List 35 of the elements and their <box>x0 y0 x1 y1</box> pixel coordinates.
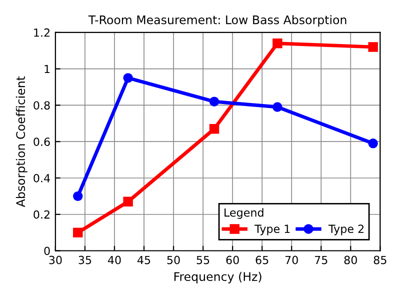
y-axis-title: Absorption Coefficient <box>16 76 28 208</box>
point <box>73 191 83 202</box>
x-tick-label: 30 <box>49 256 62 264</box>
legend-label: Type 2 <box>328 224 364 236</box>
y-tick-label: 0.8 <box>34 101 50 110</box>
x-tick-label: 45 <box>137 256 150 264</box>
point <box>73 228 83 238</box>
point <box>209 96 220 106</box>
point <box>368 42 378 52</box>
y-tick-label: 0.4 <box>34 174 50 182</box>
point <box>123 73 133 83</box>
chart-title: T-Room Measurement: Low Bass Absorption <box>88 15 346 27</box>
x-tick-label: 65 <box>256 256 268 264</box>
legend-title: Legend <box>224 208 264 219</box>
y-tick-label: 1 <box>44 64 50 74</box>
x-tick-label: 35 <box>78 256 92 264</box>
y-tick-label: 1.2 <box>34 28 50 37</box>
x-tick-label: 85 <box>374 256 386 264</box>
point <box>368 138 378 148</box>
y-tick-label: 0.6 <box>34 138 50 146</box>
x-tick-label: 80 <box>344 256 357 264</box>
x-tick-label: 75 <box>314 256 328 264</box>
point <box>272 102 282 112</box>
y-tick-label: 0.2 <box>34 210 50 219</box>
x-axis-title: Frequency (Hz) <box>174 272 262 284</box>
point <box>123 196 133 206</box>
point <box>209 124 220 134</box>
x-tick-label: 70 <box>285 256 298 264</box>
x-tick-label: 55 <box>196 256 210 264</box>
x-tick-label: 50 <box>167 256 180 264</box>
legend-label: Type 1 <box>254 224 290 236</box>
x-tick-label: 60 <box>226 256 239 264</box>
y-tick-label: 0 <box>44 246 50 256</box>
x-tick-label: 40 <box>108 256 121 264</box>
point <box>272 38 282 48</box>
